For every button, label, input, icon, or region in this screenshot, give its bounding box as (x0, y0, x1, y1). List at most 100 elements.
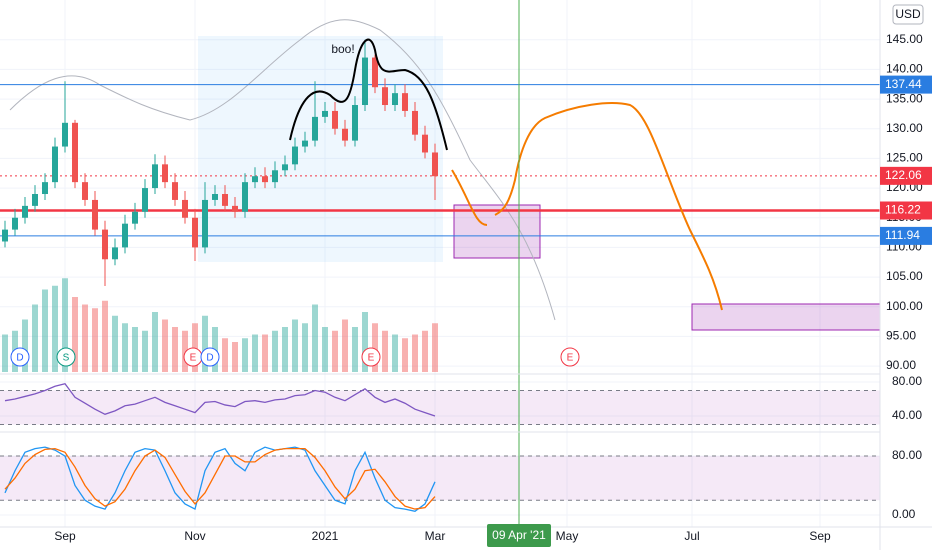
candle-body (162, 164, 168, 183)
level-label-box (880, 75, 932, 94)
candle-body (212, 194, 218, 200)
volume-bar (32, 304, 38, 372)
level-label: 137.44 (885, 77, 922, 91)
candle-body (192, 217, 198, 248)
rsi-line (4, 382, 436, 417)
volume-bar (102, 300, 108, 372)
volume-bar (362, 312, 368, 372)
candle-body (372, 57, 378, 88)
volume-bar (382, 330, 388, 372)
level-label: 122.06 (885, 168, 922, 182)
candle-body (22, 205, 28, 218)
candle-body (112, 247, 118, 260)
candle-body (102, 229, 108, 260)
range-box (198, 36, 443, 262)
volume-bar (342, 319, 348, 372)
x-tick-label: Jul (684, 529, 699, 543)
candle-body (182, 199, 188, 218)
candle-body (42, 182, 48, 195)
candle-body (332, 110, 338, 129)
event-label: E (190, 353, 197, 364)
event-label: E (368, 353, 375, 364)
stoch-line (4, 447, 436, 510)
event-label: D (206, 353, 213, 364)
candle-body (172, 182, 178, 200)
event-marker (560, 347, 580, 367)
x-tick-label: Mar (425, 529, 446, 543)
event-marker (200, 347, 220, 367)
x-tick-label: Sep (809, 529, 831, 543)
candle-body (422, 134, 428, 153)
candle-body (202, 199, 208, 248)
event-label: S (63, 353, 70, 364)
candle-body (32, 194, 38, 206)
volume-bar (72, 297, 78, 372)
candle-body (262, 176, 268, 183)
event-label: E (567, 353, 574, 364)
x-tick-label: 2021 (312, 529, 339, 543)
candle-body (392, 93, 398, 106)
y-tick-label: 90.00 (886, 358, 916, 372)
candle-body (12, 217, 18, 230)
level-label-box (880, 226, 932, 245)
volume-bar (132, 327, 138, 372)
candle-body (142, 188, 148, 212)
candle-body (82, 182, 88, 200)
volume-bar (162, 319, 168, 372)
candle-body (222, 194, 228, 206)
volume-bar (302, 323, 308, 372)
candle-body (272, 170, 278, 183)
drawing (451, 102, 723, 311)
volume-bar (312, 304, 318, 372)
volume-bar (202, 315, 208, 372)
volume-bar (402, 338, 408, 372)
volume-bar (82, 304, 88, 372)
volume-bar (242, 338, 248, 372)
x-tick-label: Nov (184, 529, 205, 543)
candle-body (152, 164, 158, 189)
candle-body (242, 182, 248, 212)
x-tick-label: May (556, 529, 579, 543)
labels: 90.0095.00100.00105.00110.00115.00120.00… (54, 32, 932, 543)
volume-bar (22, 319, 28, 372)
volume-bar (432, 323, 438, 372)
y-tick-label: 0.00 (892, 507, 916, 521)
volume-bar (172, 327, 178, 372)
level-label: 116.22 (885, 203, 921, 217)
volume-bar (112, 315, 118, 372)
volume-bar (52, 285, 58, 372)
event-marker (56, 347, 76, 367)
volume-bar (392, 334, 398, 372)
volume-bar (192, 323, 198, 372)
candle-body (132, 211, 138, 224)
volume-bar (262, 334, 268, 372)
candle-body (252, 176, 258, 183)
volume-bar (42, 289, 48, 372)
y-tick-label: 145.00 (886, 32, 923, 46)
candle-body (352, 105, 358, 141)
stoch-line (4, 446, 436, 512)
volume-bar (232, 342, 238, 372)
volume-bar (122, 323, 128, 372)
drawing (289, 38, 448, 151)
candle-body (2, 229, 8, 242)
event-marker (361, 347, 381, 367)
y-tick-label: 130.00 (886, 121, 923, 135)
candle-body (232, 205, 238, 212)
candle-body (122, 223, 128, 248)
candle-body (72, 122, 78, 183)
level-label-box (880, 201, 932, 220)
candle-body (402, 93, 408, 111)
x-tick-label: Sep (54, 529, 76, 543)
annotation: boo! (331, 42, 354, 56)
candle-body (292, 146, 298, 165)
candle-body (312, 116, 318, 141)
crosshair-label: 09 Apr '21 (492, 528, 546, 542)
level-label: 111.94 (885, 228, 920, 242)
y-tick-label: 80.00 (892, 374, 922, 388)
candle-body (362, 57, 368, 106)
y-tick-label: 100.00 (886, 299, 923, 313)
